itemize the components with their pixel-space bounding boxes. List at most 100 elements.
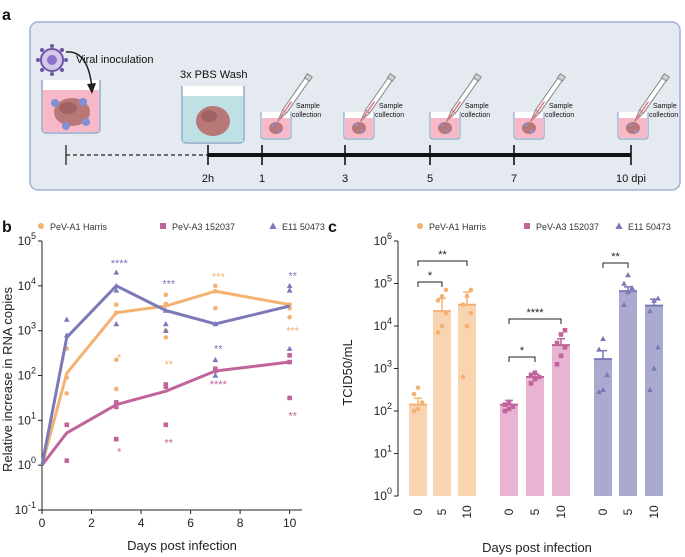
y-tick-label: 103 bbox=[18, 321, 36, 338]
x-axis-title: Days post infection bbox=[482, 540, 592, 555]
legend-marker bbox=[38, 223, 44, 229]
y-tick-label: 100 bbox=[374, 486, 392, 503]
significance-label: * bbox=[117, 352, 122, 364]
significance-label: *** bbox=[212, 272, 226, 284]
inoculation-label: Viral inoculation bbox=[76, 54, 153, 66]
bar bbox=[552, 345, 570, 496]
bar bbox=[594, 359, 612, 496]
data-point bbox=[287, 359, 292, 365]
x-tick-label: 5 bbox=[528, 508, 542, 515]
data-point bbox=[411, 391, 417, 397]
pipette-liquid bbox=[635, 101, 650, 121]
legend-marker bbox=[524, 223, 530, 229]
sample-label: Sample bbox=[465, 103, 489, 110]
timeline-label: 1 bbox=[259, 173, 265, 185]
data-point bbox=[286, 345, 293, 351]
pipette-cap bbox=[556, 72, 566, 82]
significance-label: **** bbox=[526, 307, 544, 319]
significance-label: **** bbox=[210, 379, 228, 391]
bar bbox=[458, 304, 476, 496]
pipette-liquid bbox=[447, 101, 462, 121]
data-point bbox=[163, 335, 169, 340]
data-point bbox=[163, 301, 169, 307]
legend-marker bbox=[160, 223, 166, 229]
data-point bbox=[625, 272, 631, 278]
data-point bbox=[163, 292, 169, 298]
data-point bbox=[655, 344, 661, 350]
data-point bbox=[558, 332, 564, 337]
data-point bbox=[596, 346, 602, 352]
virus-dot bbox=[360, 129, 364, 133]
timeline-label: 10 dpi bbox=[616, 173, 646, 185]
bar bbox=[433, 311, 451, 496]
data-point bbox=[212, 321, 219, 327]
data-point bbox=[621, 280, 627, 286]
significance-label: **** bbox=[111, 258, 129, 270]
data-point bbox=[554, 340, 560, 346]
bar bbox=[526, 377, 544, 496]
data-point bbox=[600, 386, 606, 393]
data-point bbox=[113, 400, 119, 405]
data-point bbox=[411, 408, 417, 414]
data-point bbox=[113, 321, 120, 327]
data-point bbox=[443, 310, 449, 316]
legend-label: E11 50473 bbox=[282, 222, 325, 232]
significance-bracket bbox=[602, 262, 629, 268]
series-line bbox=[40, 289, 290, 466]
data-point bbox=[287, 353, 292, 358]
rna-chart: 10-1 100 101 102 103 104 105 0 2 4 6 8 10 Days post i… bbox=[0, 222, 325, 553]
x-tick-label: 0 bbox=[411, 508, 425, 515]
data-point bbox=[113, 404, 119, 410]
y-tick-label: 103 bbox=[374, 359, 392, 376]
data-point bbox=[600, 335, 606, 342]
data-point bbox=[502, 402, 508, 407]
virus-dot bbox=[277, 129, 281, 133]
legend-label: PeV-A3 152037 bbox=[172, 222, 235, 232]
legend-marker bbox=[615, 222, 623, 229]
sample-label: collection bbox=[649, 112, 678, 119]
data-point bbox=[415, 385, 421, 390]
y-tick-label: 10-1 bbox=[15, 500, 36, 517]
data-point bbox=[64, 375, 70, 381]
virus-dot bbox=[440, 123, 444, 127]
x-tick-label: 0 bbox=[502, 508, 516, 515]
significance-label: ** bbox=[288, 270, 297, 282]
y-tick-label: 102 bbox=[18, 366, 36, 383]
pipette-cap bbox=[386, 72, 396, 82]
data-point bbox=[506, 406, 512, 412]
organoid bbox=[269, 122, 283, 134]
data-point bbox=[64, 458, 70, 463]
significance-label: * bbox=[520, 345, 525, 357]
data-point bbox=[558, 353, 564, 359]
data-point bbox=[113, 386, 119, 392]
data-point bbox=[113, 282, 120, 289]
data-point bbox=[286, 287, 293, 293]
data-point bbox=[113, 357, 119, 363]
data-point bbox=[647, 386, 653, 393]
significance-bracket bbox=[417, 260, 468, 266]
organoid bbox=[352, 122, 366, 134]
y-tick-label: 104 bbox=[18, 276, 36, 293]
x-tick-label: 10 bbox=[554, 505, 568, 519]
data-point bbox=[212, 372, 219, 378]
pipette-cap bbox=[472, 72, 482, 82]
pipette-icon bbox=[446, 72, 482, 122]
significance-label: *** bbox=[286, 325, 300, 337]
data-point bbox=[113, 310, 119, 316]
data-point bbox=[502, 408, 508, 414]
organoid bbox=[438, 122, 452, 134]
pipette-cap bbox=[303, 72, 313, 82]
sample-label: Sample bbox=[379, 103, 403, 110]
data-point bbox=[625, 289, 631, 295]
series-line bbox=[40, 360, 290, 467]
data-point bbox=[604, 371, 610, 378]
legend-label: PeV-A3 152037 bbox=[536, 222, 599, 232]
significance-label: * bbox=[117, 446, 122, 458]
data-point bbox=[213, 366, 218, 372]
data-point bbox=[64, 422, 70, 428]
data-point bbox=[651, 365, 657, 371]
data-point bbox=[63, 332, 70, 338]
y-tick-label: 100 bbox=[18, 455, 36, 472]
data-point bbox=[162, 327, 169, 333]
